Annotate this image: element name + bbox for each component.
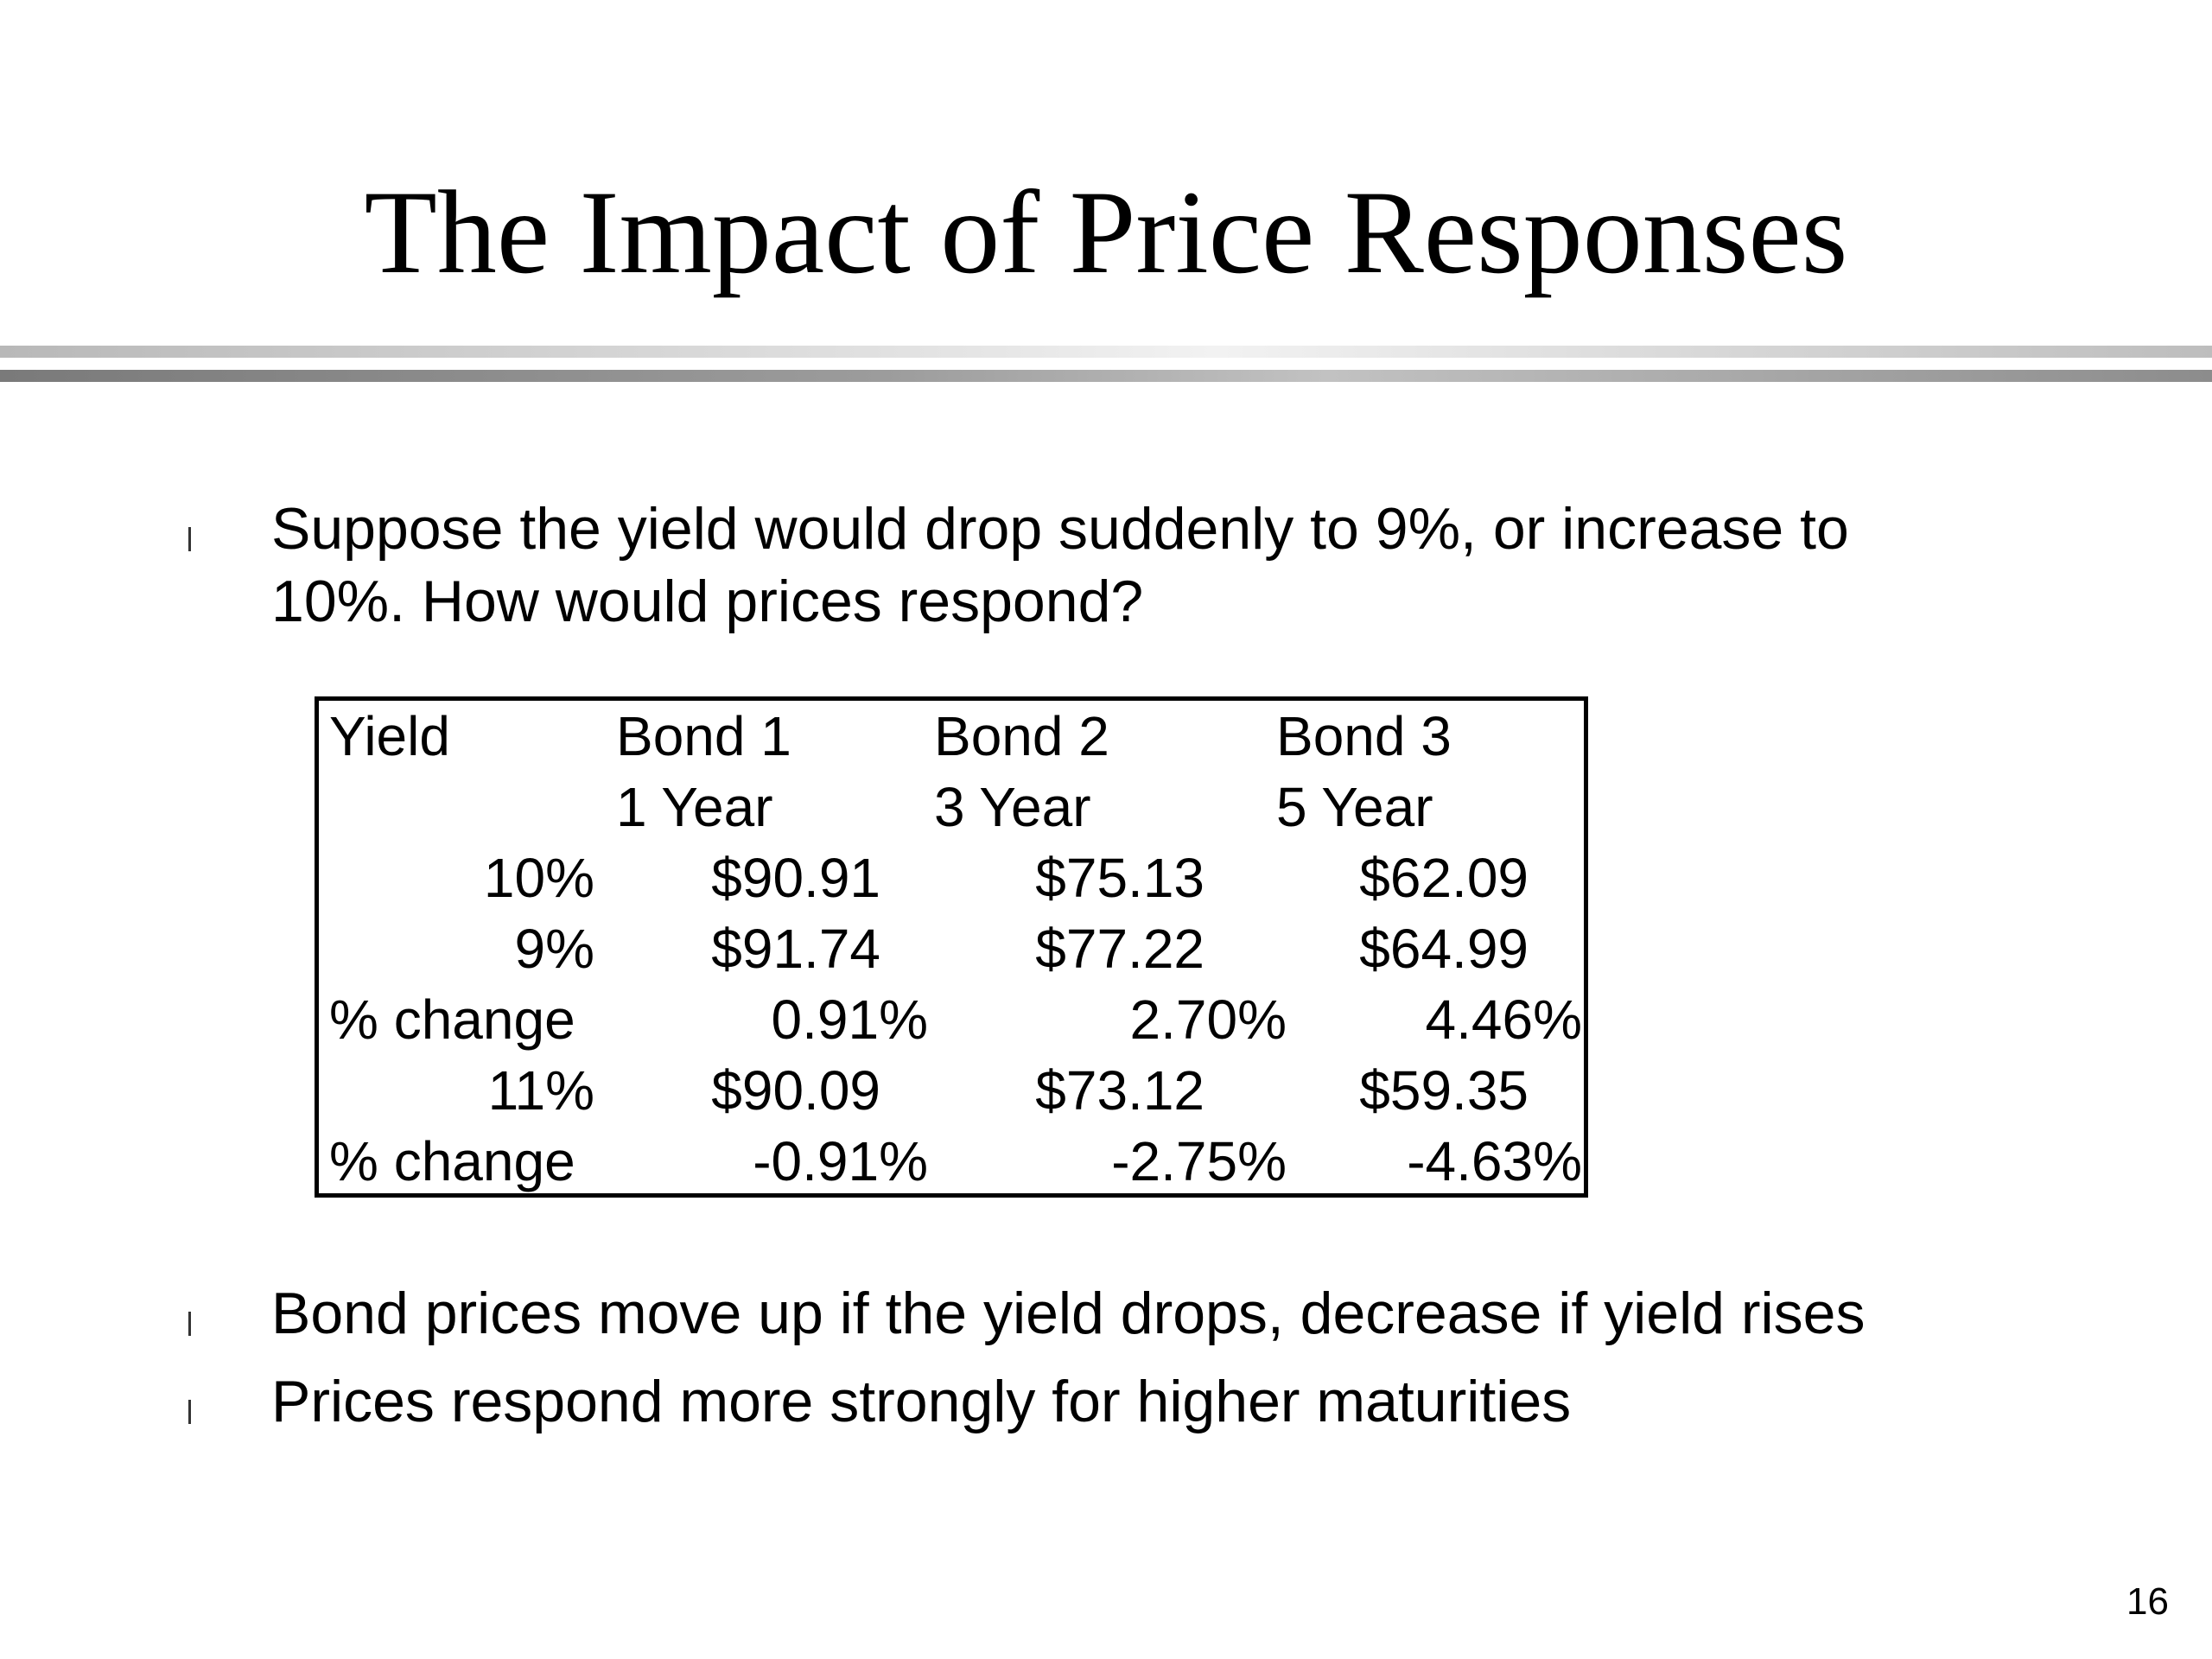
bullet-marker	[186, 1400, 194, 1424]
table-cell-bond2: 2.70%	[1129, 988, 1287, 1051]
bond-price-table: Yield Bond 1 Bond 2 Bond 3 1 Year 3 Year…	[315, 696, 1588, 1198]
bullet-line: 10%. How would prices respond?	[271, 569, 1144, 634]
table-cell-bond1: 0.91%	[771, 988, 928, 1051]
table-cell-bond3: -4.63%	[1407, 1130, 1582, 1192]
bullet-text: Suppose the yield would drop suddenly to…	[271, 493, 1999, 638]
table-cell-bond2: -2.75%	[1111, 1130, 1287, 1192]
table-maturity-bond3: 5 Year	[1276, 776, 1433, 838]
bullet-text: Prices respond more strongly for higher …	[271, 1365, 1999, 1438]
table-maturity-bond1: 1 Year	[616, 776, 773, 838]
bullet-line: Bond prices move up if the yield drops, …	[271, 1281, 1866, 1346]
table-cell-bond3: $64.99	[1359, 918, 1529, 980]
title-divider-light	[0, 346, 2212, 358]
table-cell-bond1: $90.09	[711, 1059, 880, 1122]
table-cell-bond3: $62.09	[1359, 847, 1529, 909]
table-cell-bond2: $77.22	[1035, 918, 1205, 980]
table-row-label: 11%	[487, 1059, 594, 1122]
table-cell-bond3: $59.35	[1359, 1059, 1529, 1122]
bullet-marker	[186, 527, 194, 551]
table-cell-bond3: 4.46%	[1425, 988, 1582, 1051]
title-divider-dark	[0, 370, 2212, 382]
table-cell-bond1: $91.74	[711, 918, 880, 980]
table-row-label: 10%	[483, 847, 594, 909]
table-cell-bond1: $90.91	[711, 847, 880, 909]
table-row-label: % change	[329, 1130, 575, 1192]
table-header-bond3: Bond 3	[1276, 705, 1452, 767]
bullet-text: Bond prices move up if the yield drops, …	[271, 1277, 1999, 1350]
slide-title: The Impact of Price Responses	[364, 166, 1848, 298]
bullet-line: Suppose the yield would drop suddenly to…	[271, 496, 1849, 562]
bullet-marker	[186, 1312, 194, 1336]
bullet-line: Prices respond more strongly for higher …	[271, 1369, 1572, 1434]
table-cell-bond2: $73.12	[1035, 1059, 1205, 1122]
table-row-label: 9%	[514, 918, 595, 980]
table-cell-bond2: $75.13	[1035, 847, 1205, 909]
table-header-yield: Yield	[329, 705, 450, 767]
page-number: 16	[2126, 1580, 2169, 1623]
table-cell-bond1: -0.91%	[753, 1130, 928, 1192]
table-row-label: % change	[329, 988, 575, 1051]
table-maturity-bond2: 3 Year	[934, 776, 1091, 838]
table-header-bond1: Bond 1	[616, 705, 791, 767]
table-header-bond2: Bond 2	[934, 705, 1109, 767]
